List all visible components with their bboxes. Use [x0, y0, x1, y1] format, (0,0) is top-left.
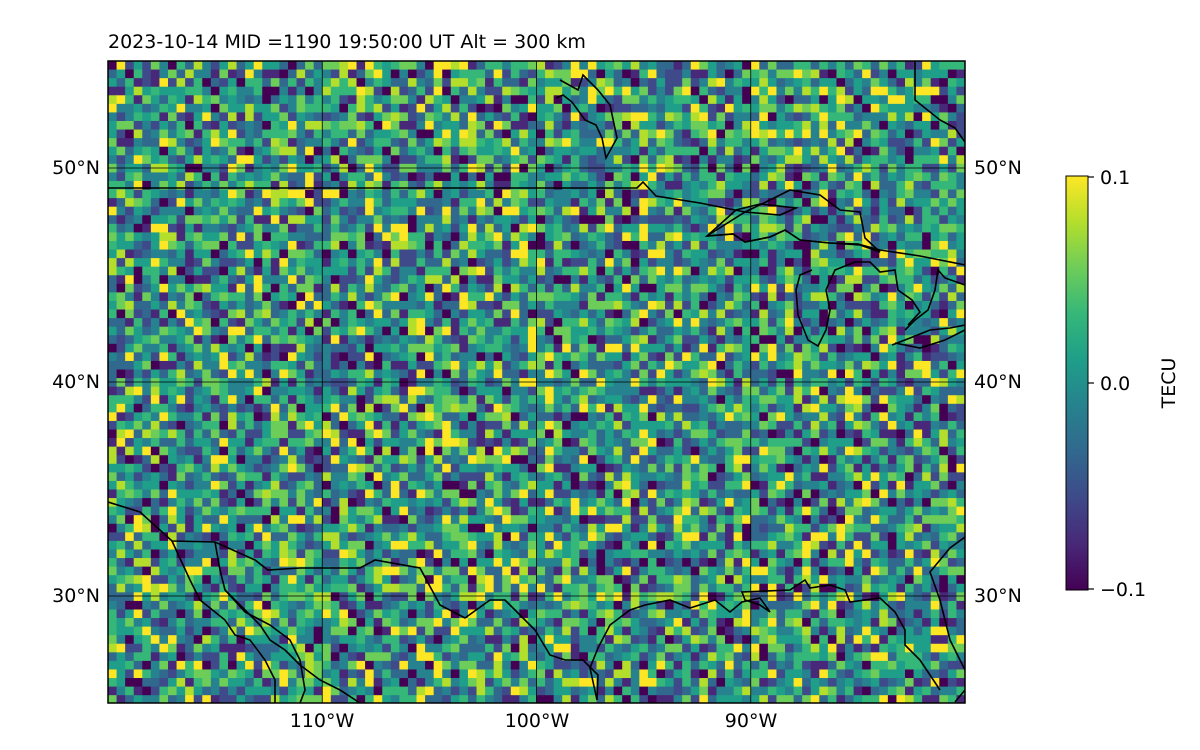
lake-superior — [706, 189, 881, 253]
northeast-coast — [914, 61, 965, 143]
lat-label: 30°N — [974, 585, 1022, 607]
lon-label: 90°W — [725, 710, 778, 732]
coastlines — [108, 61, 965, 703]
colorbar-tick-label: 0.1 — [1100, 167, 1130, 189]
lat-label: 50°N — [52, 157, 100, 179]
lon-label: 110°W — [290, 710, 355, 732]
lat-label: 50°N — [974, 157, 1022, 179]
mexico-west-coast — [224, 589, 306, 703]
lat-label: 40°N — [974, 371, 1022, 393]
map-frame — [107, 60, 966, 704]
gulf-coast — [589, 578, 941, 701]
hudson-bay-shore — [555, 73, 618, 161]
map-panel: 50°N 40°N 30°N 50°N 40°N 30°N 110°W 100°… — [52, 60, 1022, 732]
lake-michigan — [795, 261, 922, 348]
colorbar-tick-label: 0.0 — [1100, 373, 1130, 395]
lat-labels-right: 50°N 40°N 30°N — [974, 157, 1022, 607]
colorbar-label: TECU — [1158, 358, 1180, 410]
tec-heatmap — [108, 61, 965, 703]
lat-labels-left: 50°N 40°N 30°N — [52, 157, 100, 607]
florida-coast — [929, 536, 965, 703]
lat-label: 40°N — [52, 371, 100, 393]
graticule — [108, 61, 965, 703]
colorbar: 0.1 0.0 −0.1 TECU — [1065, 167, 1180, 601]
colorbar-tick-label: −0.1 — [1100, 579, 1146, 601]
colorbar-gradient — [1066, 176, 1088, 590]
lon-label: 100°W — [505, 710, 570, 732]
lake-huron-erie — [891, 268, 965, 349]
us-mexico-border — [108, 501, 599, 701]
baja-california — [171, 540, 361, 703]
lat-label: 30°N — [52, 585, 100, 607]
lon-labels: 110°W 100°W 90°W — [290, 710, 778, 732]
map-title: 2023-10-14 MID =1190 19:50:00 UT Alt = 3… — [108, 31, 586, 53]
